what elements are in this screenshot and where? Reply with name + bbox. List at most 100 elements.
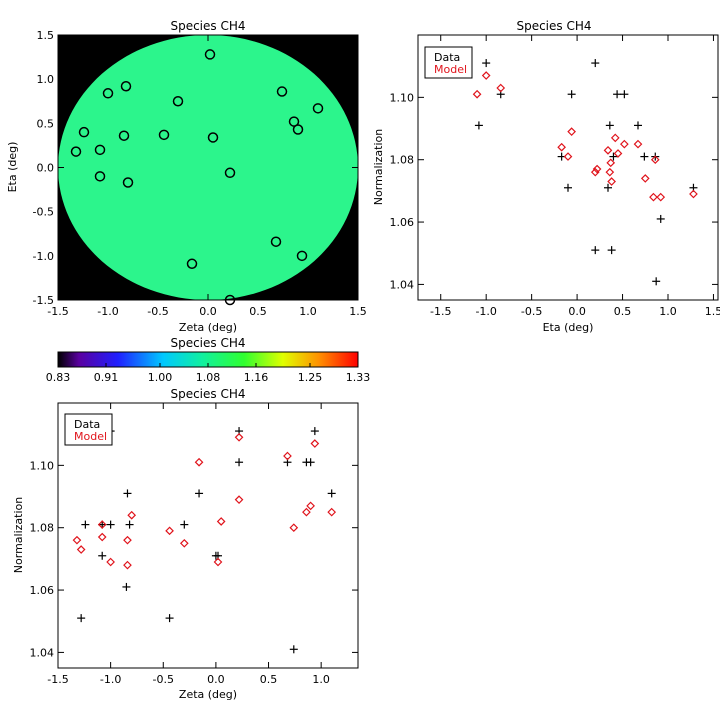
eta-data-point [591, 246, 600, 255]
colorbar-title: Species CH4 [170, 336, 245, 350]
zeta-legend-box [64, 413, 113, 446]
zeta-legend: Data Model [64, 413, 113, 446]
zeta-model-point [289, 523, 299, 533]
colorbar: Species CH4 0.83 0.91 1.00 1.08 1.16 1.25 1.33 [46, 336, 371, 384]
zeta-x-label: Zeta (deg) [179, 688, 237, 701]
zeta-model-point [106, 557, 115, 567]
zeta-model-point [234, 495, 244, 504]
map-y-tick-label: -1.0 [33, 250, 54, 263]
map-y-tick-label: 0.5 [37, 117, 55, 130]
zeta-y-tick-label: 1.08 [30, 522, 55, 535]
eta-data-point [607, 246, 616, 255]
eta-x-tick-label: -1.0 [475, 305, 496, 318]
zeta-data-point [125, 520, 134, 529]
colorbar-tick-label: 1.16 [244, 371, 269, 384]
map-point [78, 126, 90, 138]
eta-model-point [656, 192, 666, 202]
map-point [70, 146, 82, 157]
zeta-model-point [97, 520, 107, 529]
eta-model-point [606, 158, 616, 168]
map-points [70, 49, 324, 306]
map-point [118, 130, 130, 141]
eta-model-point [603, 146, 613, 155]
eta-data-point [482, 59, 491, 68]
zeta-plot-frame [57, 402, 359, 669]
eta-data-point [474, 121, 483, 130]
zeta-data-point [289, 645, 298, 654]
eta-data-point [640, 152, 649, 161]
eta-model-point [689, 189, 698, 199]
zeta-x-tick-label: -1.0 [100, 673, 121, 686]
eta-model-point [590, 167, 600, 177]
map-title: Species CH4 [170, 19, 245, 33]
zeta-data-point [310, 427, 319, 436]
map-x-tick-label: 0.0 [199, 305, 217, 318]
eta-legend-model: Model [434, 63, 467, 76]
eta-model-point [567, 127, 576, 136]
map-x-ticks: -1.5 -1.0 -0.5 0.0 0.5 1.0 1.5 [47, 35, 367, 318]
eta-data-point [634, 121, 642, 130]
eta-model-point [605, 167, 615, 177]
colorbar-tick-label: 0.91 [94, 371, 119, 384]
zeta-model-point [72, 535, 82, 545]
eta-legend-box [424, 46, 473, 79]
zeta-model-point [302, 507, 311, 517]
zeta-model-point [283, 451, 292, 461]
eta-x-tick-label: 1.5 [705, 305, 720, 318]
eta-panel: Species CH4 -1.5 -1.0 -0.5 0.0 0.5 1.0 1.5 1.0… [372, 19, 720, 334]
zeta-data-point [327, 489, 336, 498]
eta-y-ticks: 1.04 1.06 1.08 1.10 [390, 91, 718, 291]
zeta-model-point [179, 538, 189, 548]
zeta-x-ticks: -1.5 -1.0 -0.5 0.0 0.5 1.0 [47, 403, 330, 686]
map-point [94, 144, 106, 156]
zeta-x-tick-label: 1.0 [312, 673, 330, 686]
zeta-model-point [97, 532, 107, 542]
map-point [120, 80, 132, 92]
zeta-panel: Species CH4 -1.5 -1.0 -0.5 0.0 0.5 1.0 1.041.… [12, 387, 359, 701]
eta-data-point [567, 90, 576, 99]
eta-y-tick-label: 1.04 [390, 278, 415, 291]
eta-legend: Data Model [424, 46, 473, 79]
map-point [224, 167, 236, 179]
map-x-tick-label: -1.0 [97, 305, 118, 318]
eta-data-point [564, 183, 572, 192]
map-y-tick-label: -0.5 [33, 206, 54, 219]
eta-plot-frame [417, 34, 719, 301]
zeta-model-point [123, 535, 132, 545]
map-x-tick-label: 1.0 [299, 305, 317, 318]
map-y-label: Eta (deg) [6, 142, 19, 193]
eta-model-point [607, 177, 616, 186]
zeta-model-point [310, 439, 320, 448]
zeta-data-point [98, 551, 107, 560]
map-point [204, 49, 216, 60]
zeta-data-point [306, 458, 315, 467]
zeta-x-tick-label: 0.5 [260, 673, 278, 686]
zeta-model-point [127, 510, 137, 520]
zeta-model-point [165, 526, 174, 536]
zeta-x-tick-label: 0.0 [207, 673, 225, 686]
eta-model-point [650, 155, 660, 165]
eta-y-tick-label: 1.08 [390, 154, 415, 167]
zeta-x-tick-label: -1.5 [47, 673, 68, 686]
eta-data-point [652, 277, 661, 286]
zeta-model-point [123, 560, 132, 570]
map-point [102, 88, 114, 99]
eta-model-point [640, 174, 650, 183]
eta-data-point [609, 152, 618, 161]
map-y-tick-label: 0.0 [37, 162, 55, 175]
colorbar-tick-label: 1.08 [196, 371, 221, 384]
zeta-legend-model: Model [74, 430, 107, 443]
eta-x-tick-label: 0.0 [568, 305, 586, 318]
eta-model-point [633, 139, 643, 149]
map-x-label: Zeta (deg) [179, 321, 237, 334]
map-x-tick-label: -0.5 [147, 305, 168, 318]
zeta-model-point [234, 432, 244, 442]
eta-data-point [620, 90, 629, 99]
zeta-chart-title: Species CH4 [170, 387, 245, 401]
zeta-model-point [306, 501, 315, 511]
map-point [276, 86, 288, 97]
map-point [94, 171, 106, 182]
colorbar-ticks: 0.83 0.91 1.00 1.08 1.16 1.25 1.33 [46, 363, 370, 384]
map-y-tick-label: 1.0 [37, 73, 55, 86]
map-point [207, 132, 219, 143]
